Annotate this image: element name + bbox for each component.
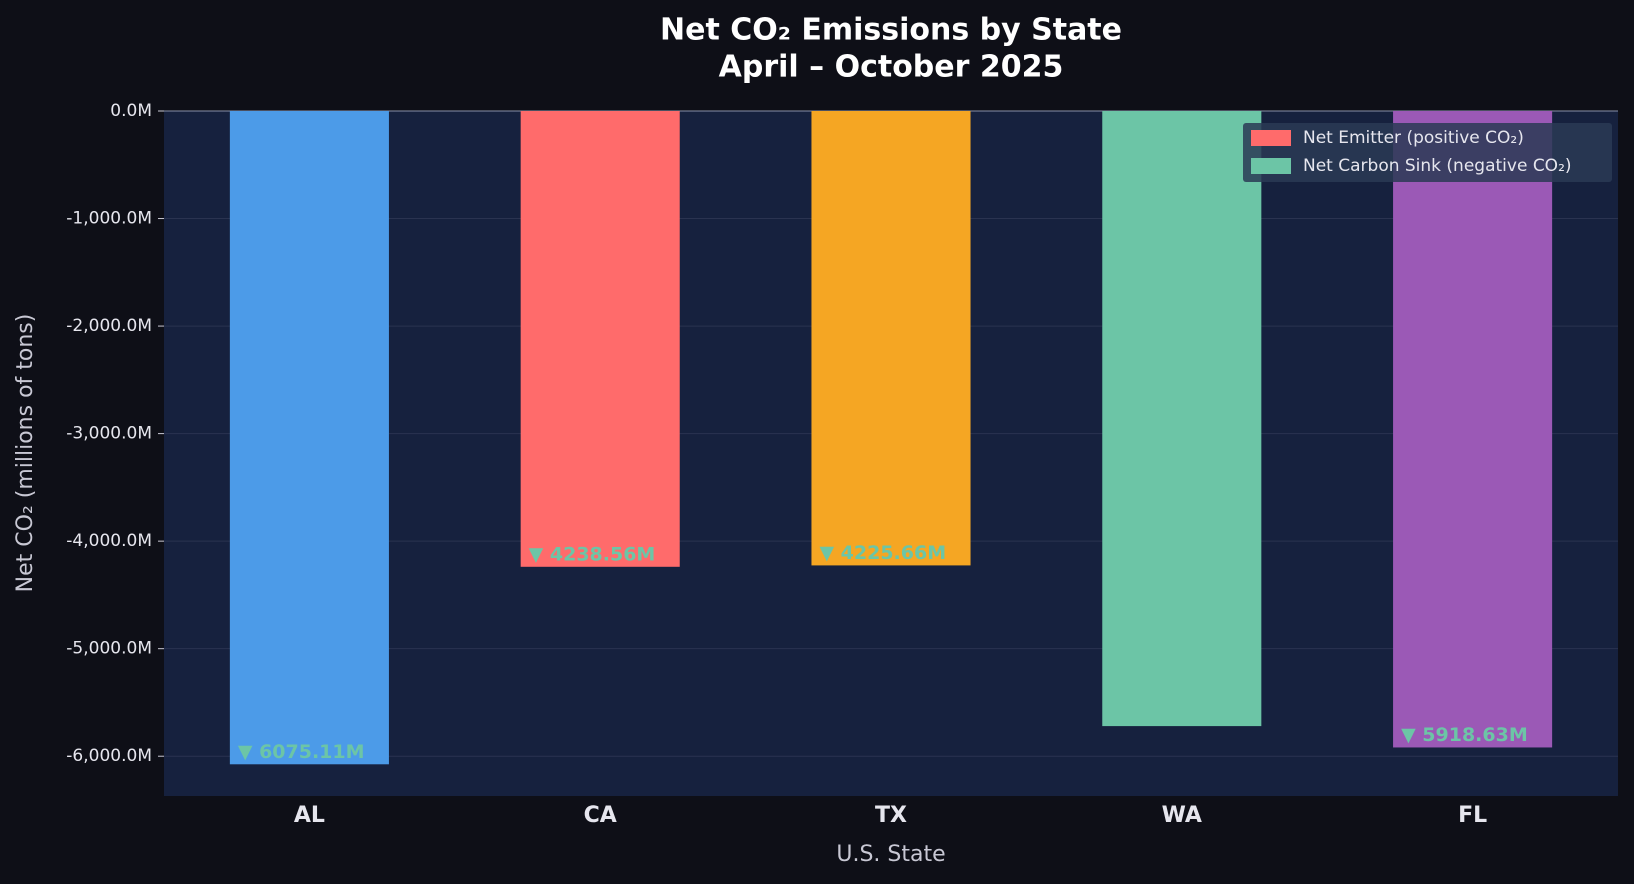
- x-tick-label: CA: [584, 803, 617, 828]
- y-tick-label: -3,000.0M: [66, 424, 152, 444]
- y-tick-label: -2,000.0M: [66, 316, 152, 336]
- x-tick-label: FL: [1458, 803, 1487, 828]
- y-tick-label: -1,000.0M: [66, 209, 152, 229]
- legend-swatch: [1251, 130, 1291, 146]
- value-label: ▼ 4238.56M: [529, 543, 656, 565]
- x-axis-label: U.S. State: [836, 842, 945, 867]
- value-label: ▼ 4225.66M: [819, 542, 946, 564]
- bar: [1393, 111, 1553, 748]
- legend-label: Net Carbon Sink (negative CO₂): [1303, 156, 1572, 176]
- legend-label: Net Emitter (positive CO₂): [1303, 128, 1524, 148]
- bar: [520, 111, 680, 567]
- y-axis-label: Net CO₂ (millions of tons): [13, 314, 38, 593]
- y-tick-label: -5,000.0M: [66, 639, 152, 659]
- x-tick-label: WA: [1162, 803, 1202, 828]
- y-tick-label: -4,000.0M: [66, 531, 152, 551]
- value-label: ▼ 6075.11M: [238, 741, 365, 763]
- bar: [1102, 111, 1262, 727]
- bar: [229, 111, 389, 765]
- legend-swatch: [1251, 158, 1291, 174]
- x-tick-label: AL: [294, 803, 325, 828]
- chart-subtitle: April – October 2025: [719, 50, 1064, 85]
- bar: [811, 111, 971, 566]
- y-tick-label: -6,000.0M: [66, 746, 152, 766]
- legend-box: [1243, 123, 1612, 182]
- chart-title: Net CO₂ Emissions by State: [660, 13, 1122, 48]
- y-tick-label: 0.0M: [110, 101, 152, 121]
- value-label: ▼ 5918.63M: [1401, 724, 1528, 746]
- x-tick-label: TX: [875, 803, 907, 828]
